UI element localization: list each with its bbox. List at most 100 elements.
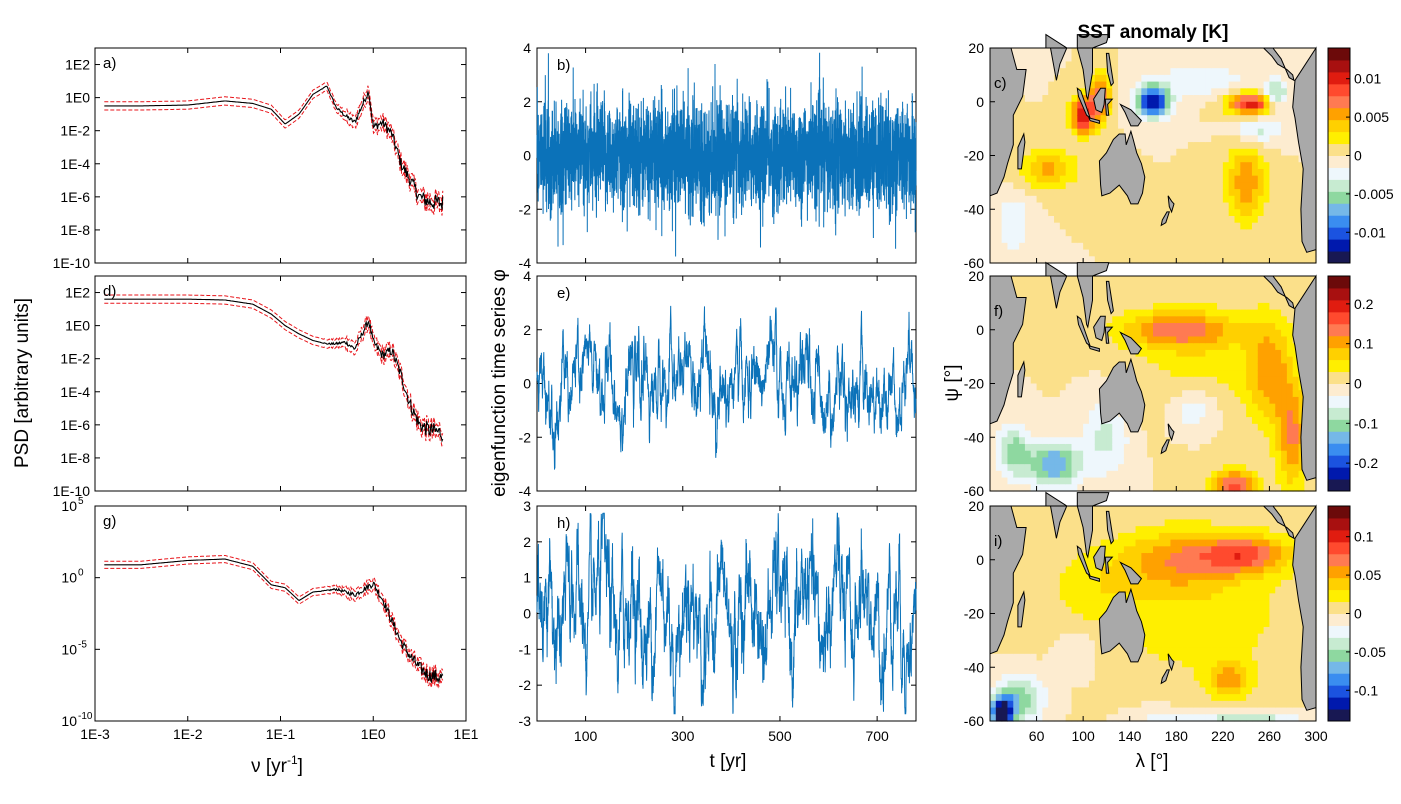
sst-cell [1182,236,1189,244]
sst-cell [1263,450,1271,459]
sst-cell [1286,256,1294,264]
sst-cell [1024,316,1032,324]
sst-cell [1118,189,1125,197]
sst-cell [1153,437,1160,445]
sst-cell [1024,410,1032,418]
sst-cell [1001,477,1009,485]
new-zealand-north-land [1167,195,1175,214]
colorbar-tick-label-f: -0.2 [1354,455,1378,471]
sst-cell [1286,175,1294,183]
sst-cell [1129,296,1137,304]
sst-cell [1153,626,1160,635]
sst-cell [1199,437,1206,445]
sst-cell [1286,443,1294,452]
sst-cell [1048,88,1055,96]
sst-cell [1077,336,1084,344]
sst-cell [1083,593,1090,601]
sst-cell [1001,680,1009,689]
sst-cell [1094,484,1102,492]
sst-cell [1257,296,1265,304]
sst-cell [1304,276,1311,284]
sst-cell [995,457,1003,465]
sst-cell [1048,606,1055,615]
sst-cell [1118,68,1125,76]
sst-cell [1042,383,1049,391]
sst-cell [1071,673,1078,682]
sst-cell [1106,101,1113,110]
sst-cell [1187,309,1195,317]
sst-cell [1286,202,1294,210]
sst-cell [1263,215,1271,224]
sst-cell [1228,484,1236,492]
sst-cell [1112,48,1119,56]
sst-cell [1088,633,1096,641]
sst-cell [1123,215,1131,224]
sst-cell [1251,437,1259,445]
sst-cell [1048,396,1055,405]
sst-cell [1118,296,1125,304]
sst-cell [1164,606,1172,615]
sst-cell [1281,202,1288,210]
sst-cell [1199,142,1206,150]
sst-cell [1176,349,1183,358]
sst-cell [1135,296,1142,304]
sst-cell [1281,236,1288,244]
sst-cell [1153,236,1160,244]
sst-cell [1141,54,1148,63]
sst-cell [1071,242,1078,251]
sst-cell [1030,396,1038,405]
sst-cell [1141,162,1148,170]
sst-cell [1100,376,1108,385]
sst-cell [1036,302,1043,311]
sst-cell [1275,470,1282,479]
sst-cell [1228,363,1236,371]
sst-cell [1222,195,1230,204]
sst-cell [1251,343,1259,351]
sst-cell [1071,477,1078,485]
sst-cell [1251,363,1259,371]
sst-cell [1024,162,1032,170]
sst-cell [1094,162,1102,170]
sst-cell [1042,660,1049,668]
sst-cell [1135,707,1142,715]
sst-cell [1158,390,1166,398]
sst-cell [1024,673,1032,682]
sst-cell [1088,81,1096,89]
south-america-land [1292,46,1317,253]
sst-cell [1182,640,1189,648]
sst-cell [1147,687,1154,695]
sst-cell [1065,175,1073,183]
sst-cell [1118,694,1125,702]
sst-cell [1158,403,1166,411]
sst-cell [1246,121,1253,130]
sst-cell [1182,121,1189,130]
sst-cell [1211,289,1218,297]
sst-cell [1054,484,1061,492]
sst-cell [1205,356,1212,364]
sst-cell [1281,302,1288,311]
sst-cell [1019,242,1026,251]
sst-cell [1071,707,1078,715]
sst-cell [1147,553,1154,561]
sst-cell [1077,249,1084,257]
sst-cell [1205,430,1212,438]
sst-cell [1176,363,1183,371]
sst-cell [1263,410,1271,418]
sst-cell [1228,88,1236,96]
sst-cell [1217,81,1224,89]
colorbar-swatch [1328,251,1350,264]
sst-cell [1059,242,1067,251]
sst-cell [1118,680,1125,689]
sst-cell [1164,464,1172,472]
sst-cell [1228,276,1236,284]
sst-cell [1048,714,1055,722]
sst-cell [1030,640,1038,648]
sst-cell [1013,714,1020,722]
sst-cell [1112,694,1119,702]
sst-cell [1112,586,1119,594]
sst-cell [1118,450,1125,459]
sst-cell [1123,249,1131,257]
sst-cell [1222,450,1230,459]
sst-cell [1158,142,1166,150]
sst-cell [1048,249,1055,257]
